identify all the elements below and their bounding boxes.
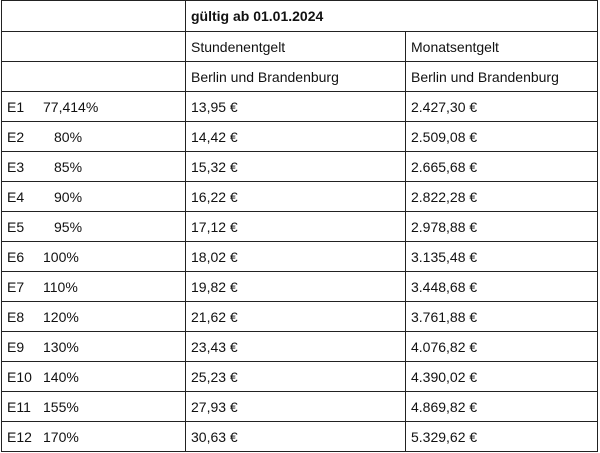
grade-percent: 120% [43, 308, 79, 325]
table-row: E1 77,414% 13,95 €2.427,30 € [1, 91, 598, 122]
table-row: E4 90% 16,22 €2.822,28 € [1, 181, 598, 212]
table-row: E6 100% 18,02 €3.135,48 € [1, 241, 598, 272]
hourly-wage-cell: 18,02 € [185, 241, 406, 272]
table-row: E12 170% 30,63 €5.329,62 € [1, 421, 598, 452]
hourly-wage-cell: 30,63 € [185, 421, 406, 452]
monthly-wage-cell: 2.665,68 € [405, 151, 598, 182]
table-row: E2 80% 14,42 €2.509,08 € [1, 121, 598, 152]
grade-code: E10 [7, 368, 32, 385]
grade-percent: 140% [43, 368, 79, 385]
table-row: E3 85% 15,32 €2.665,68 € [1, 151, 598, 182]
empty-header-cell [1, 31, 186, 62]
grade-percent: 90% [54, 188, 83, 205]
grade-code: E9 [7, 338, 25, 355]
table-row: E9 130% 23,43 €4.076,82 € [1, 331, 598, 362]
grade-cell: E1 77,414% [1, 91, 186, 122]
grade-code: E2 [7, 128, 25, 145]
title-row: gültig ab 01.01.2024 [1, 0, 598, 32]
grade-percent: 80% [54, 128, 83, 145]
grade-code: E4 [7, 188, 25, 205]
hourly-wage-cell: 15,32 € [185, 151, 406, 182]
hourly-wage-cell: 17,12 € [185, 211, 406, 242]
grade-percent: 95% [54, 218, 83, 235]
grade-cell: E3 85% [1, 151, 186, 182]
monthly-wage-cell: 3.761,88 € [405, 301, 598, 332]
grade-cell: E7 110% [1, 271, 186, 302]
hourly-wage-cell: 21,62 € [185, 301, 406, 332]
grade-cell: E2 80% [1, 121, 186, 152]
monthly-wage-cell: 3.135,48 € [405, 241, 598, 272]
grade-cell: E6 100% [1, 241, 186, 272]
grade-percent: 130% [43, 338, 79, 355]
empty-region-cell [1, 61, 186, 92]
hourly-wage-cell: 16,22 € [185, 181, 406, 212]
grade-cell: E12 170% [1, 421, 186, 452]
hourly-wage-cell: 27,93 € [185, 391, 406, 422]
grade-percent: 100% [43, 248, 79, 265]
grade-percent: 77,414% [43, 98, 99, 115]
monthly-wage-cell: 2.427,30 € [405, 91, 598, 122]
grade-percent: 155% [43, 398, 79, 415]
hourly-wage-cell: 23,43 € [185, 331, 406, 362]
table-row: E8 120% 21,62 €3.761,88 € [1, 301, 598, 332]
grade-cell: E10 140% [1, 361, 186, 392]
table-row: E7 110% 19,82 €3.448,68 € [1, 271, 598, 302]
grade-cell: E4 90% [1, 181, 186, 212]
hourly-region-label: Berlin und Brandenburg [185, 61, 406, 92]
table-row: E11 155% 27,93 €4.869,82 € [1, 391, 598, 422]
column-header-row: Stundenentgelt Monatsentgelt [1, 31, 598, 62]
monthly-region-label: Berlin und Brandenburg [405, 61, 598, 92]
grade-code: E12 [7, 428, 32, 445]
grade-percent: 110% [43, 278, 78, 295]
monthly-wage-cell: 4.869,82 € [405, 391, 598, 422]
hourly-wage-cell: 25,23 € [185, 361, 406, 392]
grade-code: E1 [7, 98, 25, 115]
grade-cell: E5 95% [1, 211, 186, 242]
hourly-wage-header: Stundenentgelt [185, 31, 406, 62]
monthly-wage-cell: 4.076,82 € [405, 331, 598, 362]
grade-code: E5 [7, 218, 25, 235]
grade-cell: E8 120% [1, 301, 186, 332]
monthly-wage-header: Monatsentgelt [405, 31, 598, 62]
monthly-wage-cell: 3.448,68 € [405, 271, 598, 302]
grade-code: E7 [7, 278, 25, 295]
monthly-wage-cell: 5.329,62 € [405, 421, 598, 452]
table-row: E5 95% 17,12 €2.978,88 € [1, 211, 598, 242]
region-row: Berlin und Brandenburg Berlin und Brande… [1, 61, 598, 92]
grade-cell: E11 155% [1, 391, 186, 422]
valid-from-heading: gültig ab 01.01.2024 [185, 0, 598, 32]
monthly-wage-cell: 2.978,88 € [405, 211, 598, 242]
grade-cell: E9 130% [1, 331, 186, 362]
hourly-wage-cell: 13,95 € [185, 91, 406, 122]
hourly-wage-cell: 19,82 € [185, 271, 406, 302]
grade-code: E8 [7, 308, 25, 325]
monthly-wage-cell: 4.390,02 € [405, 361, 598, 392]
grade-percent: 85% [54, 158, 83, 175]
grade-code: E3 [7, 158, 25, 175]
monthly-wage-cell: 2.509,08 € [405, 121, 598, 152]
grade-code: E6 [7, 248, 25, 265]
monthly-wage-cell: 2.822,28 € [405, 181, 598, 212]
table-row: E10 140% 25,23 €4.390,02 € [1, 361, 598, 392]
grade-percent: 170% [43, 428, 79, 445]
empty-corner-cell [1, 0, 186, 32]
hourly-wage-cell: 14,42 € [185, 121, 406, 152]
grade-code: E11 [7, 398, 31, 415]
